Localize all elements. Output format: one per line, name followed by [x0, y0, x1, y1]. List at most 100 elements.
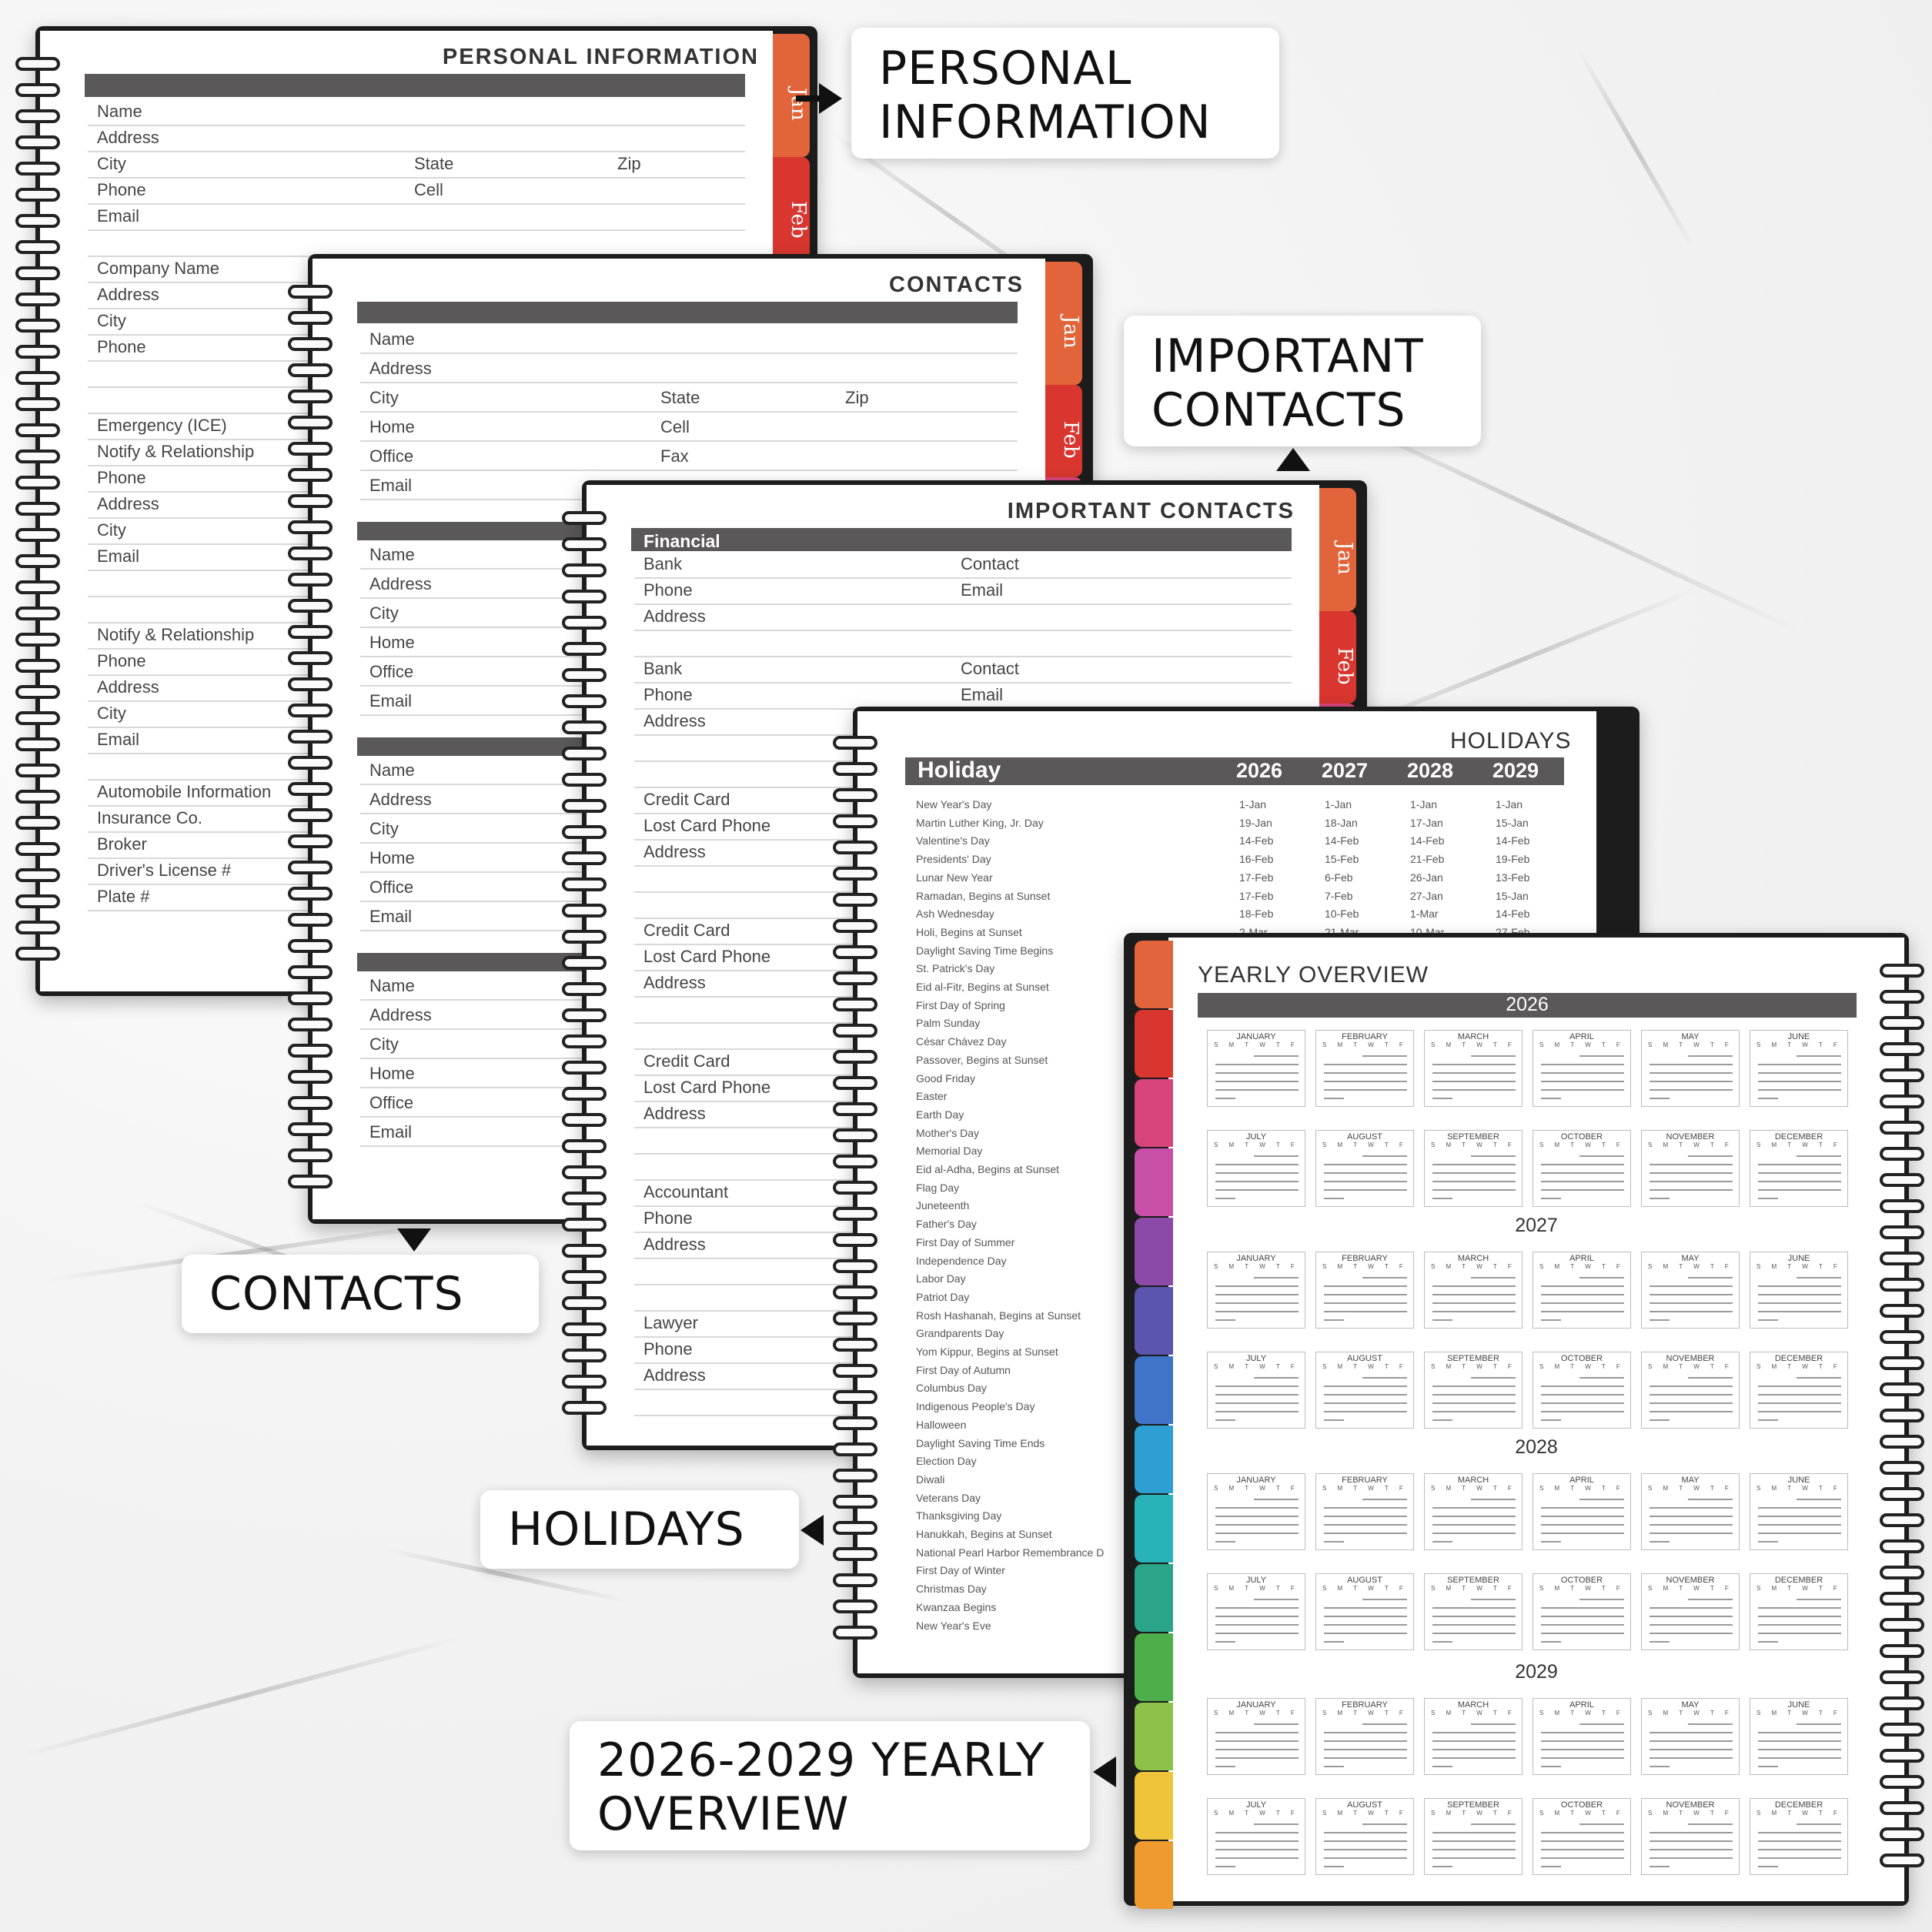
- date-row: [1797, 1599, 1841, 1600]
- field-label: City: [369, 388, 399, 407]
- date-row: [1650, 1624, 1733, 1626]
- date-row: [1758, 1740, 1841, 1742]
- holiday-row: Father's Day: [916, 1215, 1596, 1234]
- spiral-ring: [833, 788, 877, 802]
- date-row: [1650, 1857, 1733, 1859]
- month-tab[interactable]: [1135, 1564, 1173, 1632]
- month-tab[interactable]: [1135, 1495, 1173, 1563]
- form-row: City State Zip: [88, 152, 745, 179]
- holiday-name: Grandparents Day: [916, 1327, 1004, 1340]
- month-tab[interactable]: [1135, 1010, 1173, 1078]
- page-title: IMPORTANT CONTACTS: [1007, 499, 1295, 523]
- holiday-name: Valentine's Day: [916, 834, 990, 847]
- field-label: Accountant: [643, 1182, 729, 1202]
- date-row: [1215, 1302, 1299, 1304]
- date-row: [1432, 1749, 1516, 1750]
- holiday-row: Presidents' Day 16-Feb 15-Feb 21-Feb 19-Feb: [916, 851, 1596, 869]
- date-row: [1650, 1311, 1733, 1312]
- tab-feb[interactable]: Feb: [1319, 611, 1356, 704]
- form-row: Email: [88, 205, 745, 231]
- date-row: [1688, 1055, 1733, 1057]
- date-row: [1362, 1599, 1407, 1600]
- field-label: Address: [643, 973, 706, 992]
- month-tab[interactable]: [1135, 1148, 1173, 1216]
- spiral-ring: [288, 808, 333, 822]
- date-row: [1541, 1516, 1624, 1517]
- month-tab[interactable]: [1135, 941, 1173, 1008]
- spiral-ring: [833, 762, 877, 776]
- holiday-date: 16-Feb: [1239, 853, 1274, 866]
- field-label: Office: [369, 662, 414, 681]
- weekday-row: S M T W T F S: [1757, 1585, 1841, 1592]
- month-tab[interactable]: [1135, 1703, 1173, 1770]
- month-name: MARCH: [1457, 1700, 1489, 1710]
- date-row: [1688, 1823, 1733, 1825]
- date-row: [1432, 1311, 1516, 1312]
- date-row: [1758, 1302, 1841, 1304]
- field-label: Address: [643, 1104, 706, 1123]
- date-row: [1650, 1516, 1733, 1517]
- spiral-ring: [15, 554, 60, 568]
- month-tab[interactable]: [1135, 1633, 1173, 1701]
- tab-jan[interactable]: Jan: [1319, 488, 1356, 611]
- date-row: [1324, 1541, 1344, 1543]
- spiral-ring: [562, 537, 607, 551]
- arrow-left-icon: [1093, 1757, 1116, 1787]
- month-tab[interactable]: [1135, 1772, 1173, 1840]
- spiral-ring: [833, 1102, 877, 1116]
- date-row: [1758, 1840, 1841, 1842]
- month-name: OCTOBER: [1560, 1800, 1603, 1810]
- month-tab[interactable]: [1135, 1218, 1173, 1285]
- date-row: [1758, 1507, 1841, 1509]
- date-row: [1650, 1081, 1733, 1082]
- date-row: [1324, 1516, 1407, 1517]
- field-label: Credit Card: [643, 790, 730, 809]
- tab-feb[interactable]: Feb: [1045, 385, 1082, 477]
- month-tab[interactable]: [1135, 1356, 1173, 1424]
- date-row: [1432, 1181, 1516, 1182]
- holiday-name: Palm Sunday: [916, 1017, 981, 1030]
- holiday-row: Yom Kippur, Begins at Sunset: [916, 1343, 1596, 1362]
- field-label: Name: [369, 760, 415, 780]
- month-tab[interactable]: [1135, 1426, 1173, 1493]
- month-name: SEPTEMBER: [1447, 1132, 1499, 1141]
- month-tab[interactable]: [1135, 1079, 1173, 1147]
- date-row: [1471, 1599, 1516, 1600]
- date-row: [1215, 1757, 1299, 1759]
- form-row: Bank Contact: [634, 657, 1292, 684]
- spiral-ring: [15, 292, 60, 306]
- holiday-row: New Year's Eve: [916, 1617, 1596, 1636]
- date-row: [1324, 1840, 1407, 1842]
- date-row: [1758, 1294, 1841, 1295]
- spiral-ring: [833, 1181, 877, 1195]
- field-label: Home: [369, 1064, 415, 1083]
- month-name: MARCH: [1457, 1032, 1489, 1041]
- date-row: [1541, 1164, 1624, 1165]
- date-row: [1541, 1732, 1624, 1733]
- date-row: [1254, 1599, 1299, 1600]
- date-row: [1650, 1419, 1670, 1421]
- holiday-name: Diwali: [916, 1472, 945, 1486]
- date-row: [1758, 1089, 1841, 1091]
- year-heading: 2029: [1515, 1661, 1558, 1683]
- date-row: [1362, 1155, 1407, 1157]
- spiral-ring: [562, 982, 607, 996]
- holiday-row: Diwali: [916, 1471, 1596, 1489]
- month-name: APRIL: [1569, 1254, 1594, 1263]
- tab-jan[interactable]: Jan: [1045, 262, 1082, 385]
- date-row: [1471, 1823, 1516, 1825]
- date-row: [1362, 1277, 1407, 1279]
- spiral-ring: [288, 991, 333, 1005]
- date-row: [1541, 1302, 1624, 1304]
- holiday-name: Independence Day: [916, 1254, 1007, 1267]
- weekday-row: S M T W T F S: [1431, 1041, 1516, 1048]
- date-row: [1688, 1723, 1733, 1725]
- holiday-row: Labor Day: [916, 1270, 1596, 1289]
- tab-feb[interactable]: Feb: [773, 157, 810, 265]
- month-tab[interactable]: [1135, 1841, 1173, 1909]
- month-tab[interactable]: [1135, 1287, 1173, 1355]
- date-row: [1215, 1089, 1299, 1091]
